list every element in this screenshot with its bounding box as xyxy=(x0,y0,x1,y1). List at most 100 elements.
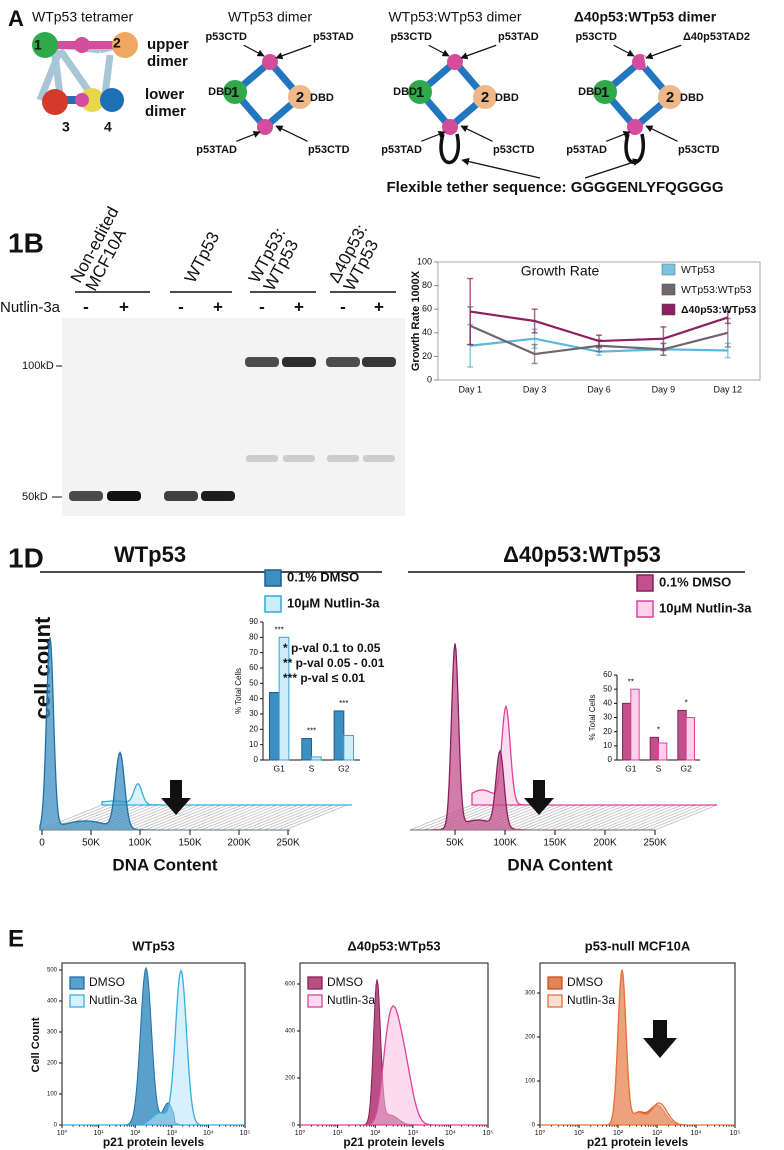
domain-number: 1 xyxy=(231,84,239,101)
legend-swatch xyxy=(547,976,563,990)
series-line xyxy=(470,310,729,343)
band xyxy=(362,357,396,367)
y-tick-label: 100 xyxy=(417,256,432,266)
tether-loop xyxy=(439,133,460,165)
x-tick-label: 10⁴ xyxy=(203,1130,214,1137)
depth-hatch xyxy=(144,804,208,831)
y-tick-label: 100 xyxy=(525,1079,536,1085)
dimer-label: dimer xyxy=(145,103,186,120)
depth-hatch xyxy=(249,804,313,831)
y-axis-label: % Total Cells xyxy=(234,668,243,714)
domain-label: p53CTD xyxy=(205,31,247,43)
dbd-sphere xyxy=(223,80,247,104)
legend-label: WTp53:WTp53 xyxy=(681,284,752,296)
x-tick-label: 10² xyxy=(613,1130,624,1137)
legend-swatch xyxy=(661,283,676,296)
sign: + xyxy=(119,297,129,316)
depth-hatch xyxy=(528,804,592,831)
depth-hatch xyxy=(521,804,585,831)
dimer-title: WTp53 dimer xyxy=(228,9,312,25)
depth-hatch xyxy=(507,804,571,831)
x-tick-label: 10⁵ xyxy=(730,1130,741,1137)
x-tick-label: Day 3 xyxy=(523,384,547,394)
histogram xyxy=(62,966,245,1126)
depth-hatch xyxy=(570,804,634,831)
depth-hatch xyxy=(207,804,271,831)
arrow xyxy=(524,780,554,815)
domain-label: p53CTD xyxy=(575,31,617,43)
lane-header: WTp53:WTp53 xyxy=(245,225,303,294)
dimer-label: upper xyxy=(147,36,189,53)
x-tick-label: 10⁰ xyxy=(295,1129,306,1137)
significance: *** xyxy=(339,699,348,708)
x-tick-label: Day 6 xyxy=(587,384,611,394)
pointer xyxy=(275,44,312,60)
x-tick-label: 100K xyxy=(128,838,152,849)
domain-sphere xyxy=(32,32,58,58)
pointer xyxy=(460,44,497,60)
band xyxy=(107,491,141,501)
y-tick-label: 0 xyxy=(254,755,259,764)
y-axis-label: % Total Cells xyxy=(588,694,597,740)
legend-label: 0.1% DMSO xyxy=(659,574,731,589)
legend-label: DMSO xyxy=(567,975,603,989)
faint-band xyxy=(283,455,315,462)
domain-label: p53TAD xyxy=(196,144,237,156)
depth-hatch xyxy=(137,804,201,831)
y-tick-label: 200 xyxy=(525,1035,536,1041)
plot-title: WTp53 xyxy=(132,938,175,953)
tether-label: Flexible tether sequence: GGGGENLYFQGGGG xyxy=(386,179,723,196)
dbd-sphere xyxy=(473,85,497,109)
x-tick-label: 10¹ xyxy=(333,1130,344,1137)
domain-label: p53TAD xyxy=(313,31,354,43)
y-tick-label: 40 xyxy=(603,698,612,707)
dimer-title: WTp53:WTp53 dimer xyxy=(388,9,521,25)
x-tick-label: G2 xyxy=(680,763,692,773)
depth-hatch xyxy=(605,804,669,831)
domain-label: DBD xyxy=(495,92,519,104)
x-tick-label: 10³ xyxy=(167,1130,178,1137)
pointer xyxy=(428,44,450,57)
band xyxy=(201,491,235,501)
lane-header: Δ40p53:WTp53 xyxy=(325,221,383,294)
legend-swatch xyxy=(69,994,85,1008)
depth-hatch xyxy=(172,804,236,831)
x-tick-label: S xyxy=(309,763,315,773)
dimer-title: Δ40p53:WTp53 dimer xyxy=(574,9,717,25)
domain-sphere xyxy=(112,32,138,58)
depth-hatch xyxy=(256,804,320,831)
plot-title: Δ40p53:WTp53 xyxy=(347,938,440,953)
depth-hatch xyxy=(284,804,348,831)
y-tick-label: 40 xyxy=(249,694,258,703)
y-tick-label: 0 xyxy=(54,1123,58,1129)
y-tick-label: 0 xyxy=(608,755,613,764)
domain-sphere xyxy=(74,37,90,53)
panel-title: WTp53 xyxy=(114,542,186,567)
faint-band xyxy=(246,455,278,462)
y-tick-label: 300 xyxy=(525,991,536,997)
subunit-number: 2 xyxy=(113,35,121,51)
legend-label: Nutlin-3a xyxy=(89,993,137,1007)
depth-hatch xyxy=(633,804,697,831)
domain-label: p53CTD xyxy=(308,144,350,156)
legend-label: Nutlin-3a xyxy=(567,993,615,1007)
depth-hatch xyxy=(647,804,711,831)
depth-hatch xyxy=(270,804,334,831)
subunit-number: 4 xyxy=(104,119,112,135)
domain-label: p53CTD xyxy=(493,144,535,156)
x-tick-label: 150K xyxy=(178,838,202,849)
panel-label: 1B xyxy=(8,227,44,258)
significance: * xyxy=(685,699,688,708)
depth-hatch xyxy=(179,804,243,831)
dimer-label: lower xyxy=(145,86,184,103)
plot-title: p53-null MCF10A xyxy=(585,938,691,953)
depth-hatch xyxy=(500,804,564,831)
x-tick-label: S xyxy=(656,763,662,773)
legend-label: 10μM Nutlin-3a xyxy=(659,600,752,615)
depth-hatch xyxy=(619,804,683,831)
depth-hatch xyxy=(514,804,578,831)
bar xyxy=(658,742,668,761)
legend-swatch xyxy=(264,595,282,613)
band xyxy=(69,491,103,501)
